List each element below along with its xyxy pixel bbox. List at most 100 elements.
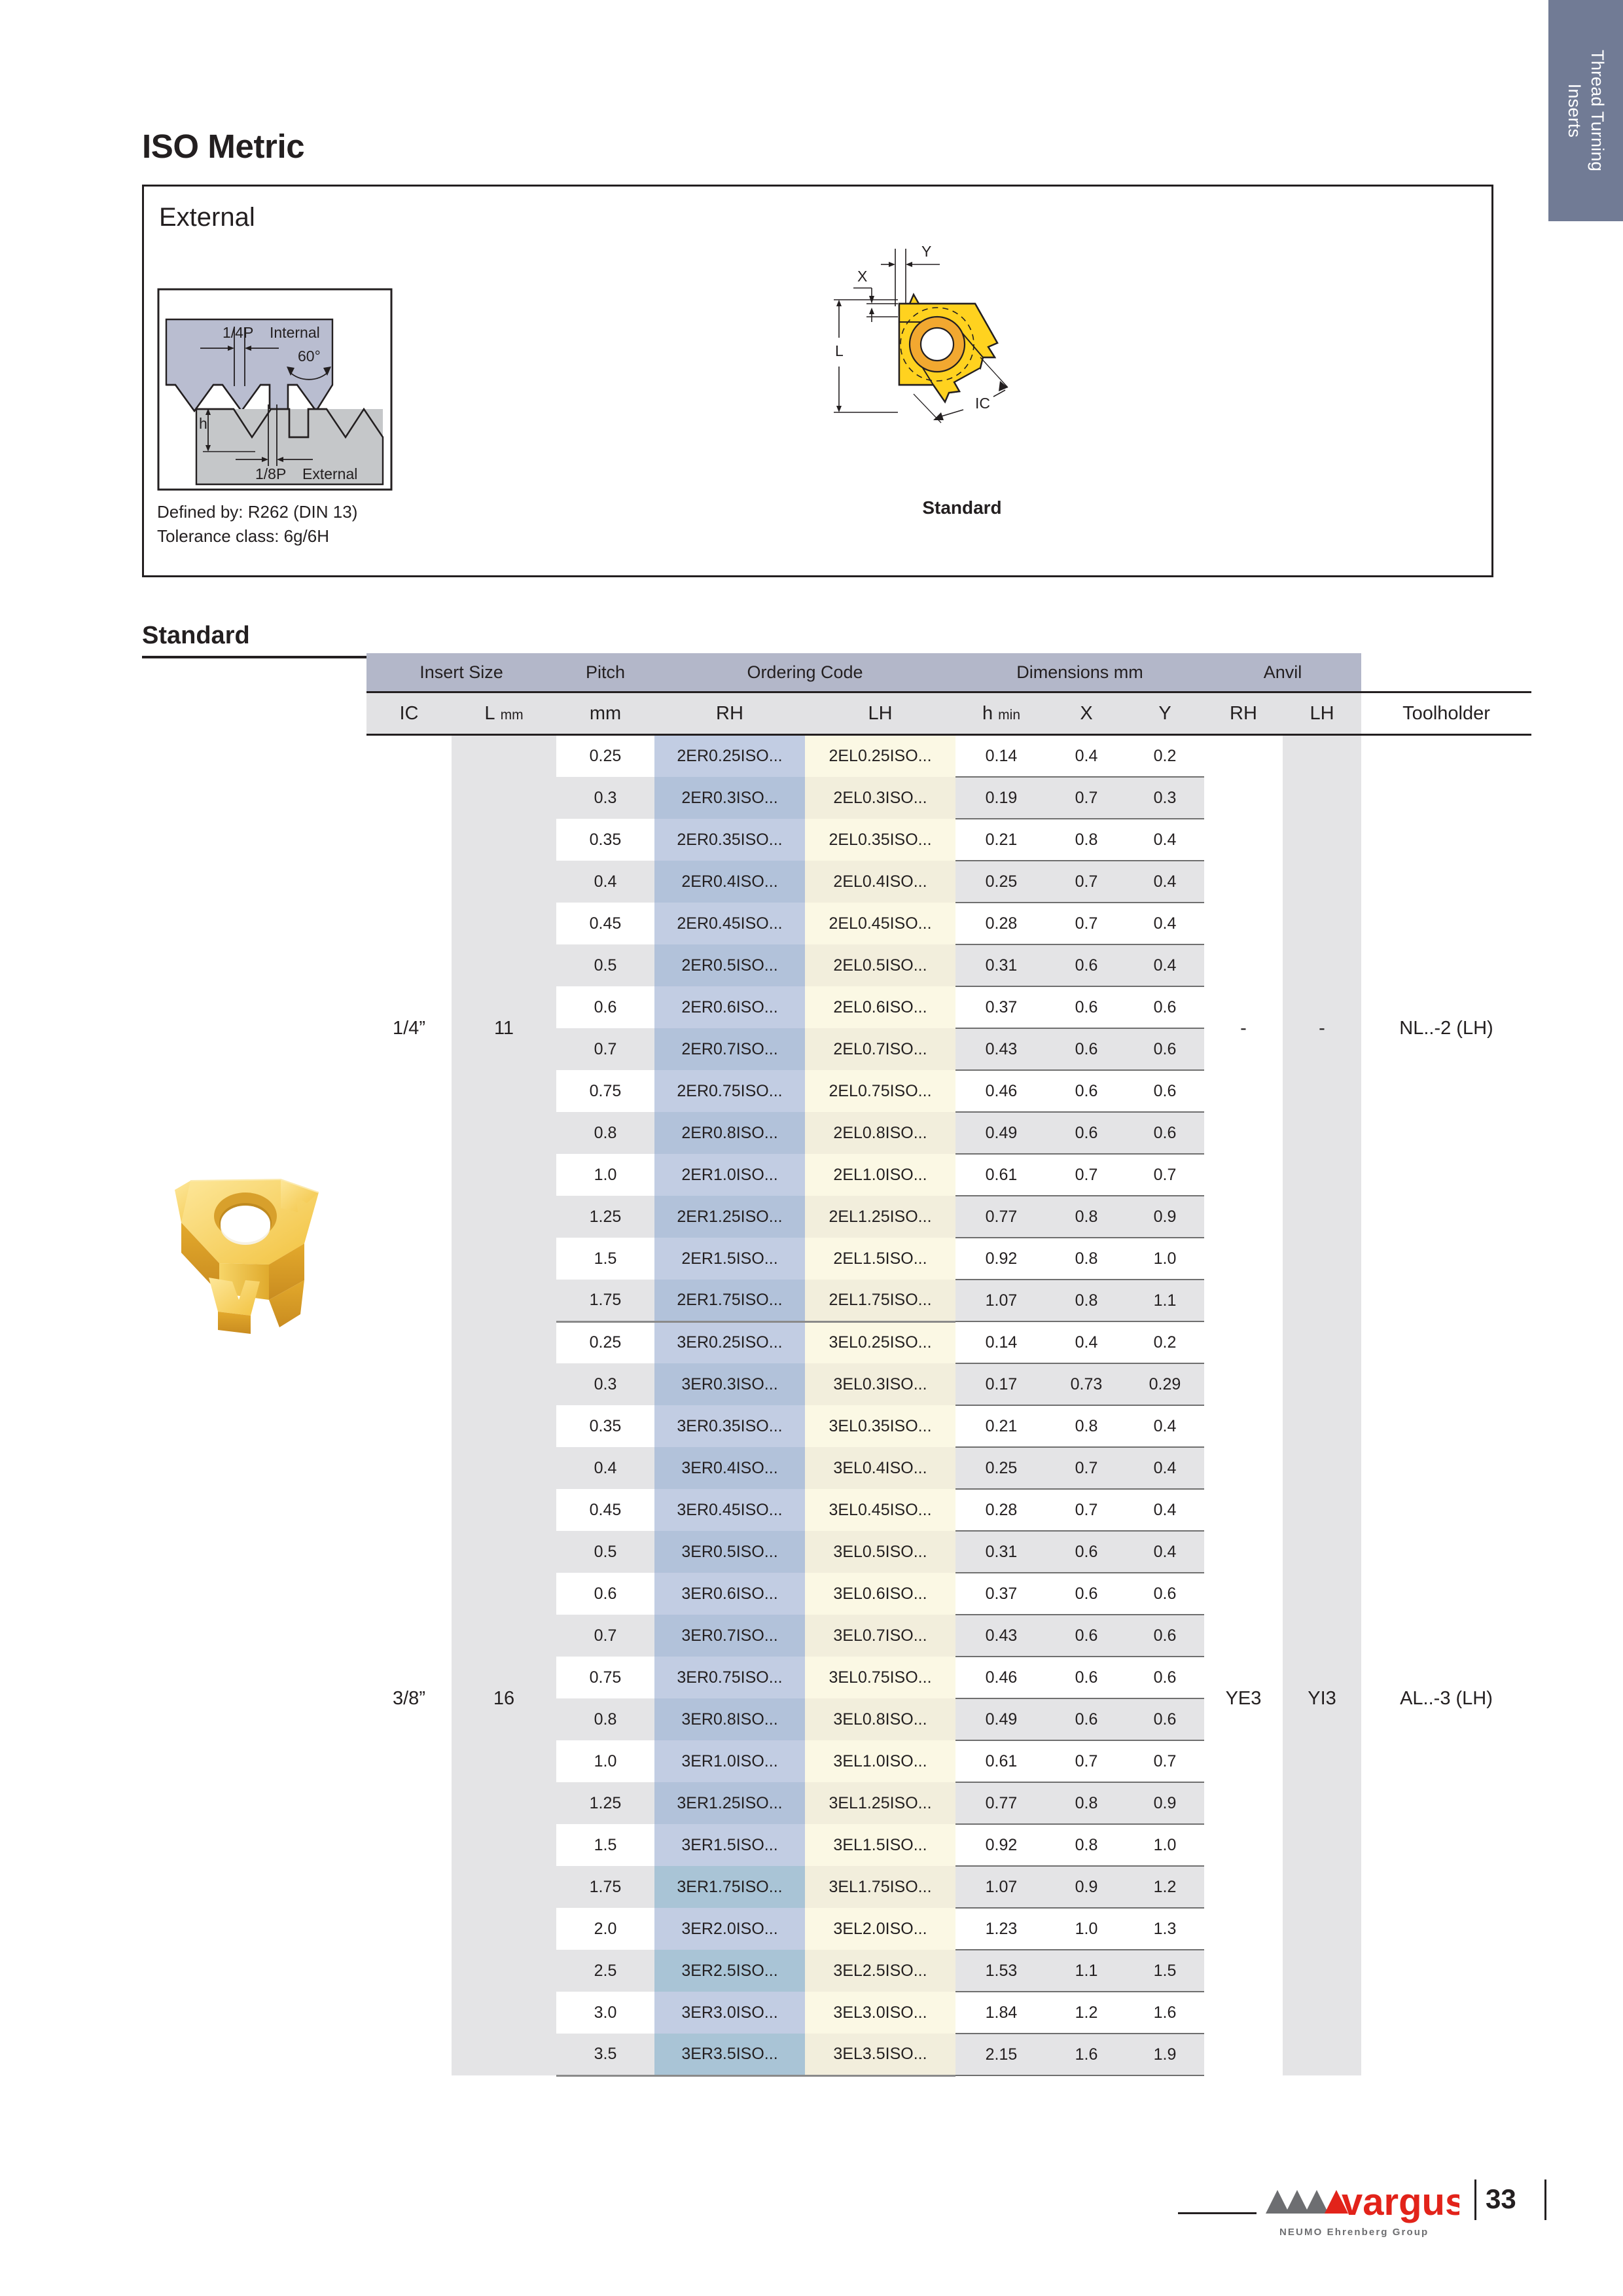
- cell-dim-h-min: 0.37: [955, 1573, 1047, 1615]
- insert-diagram-caption: Standard: [922, 497, 1002, 518]
- cell-dim-h-min: 0.21: [955, 1405, 1047, 1448]
- cell-ordering-code-lh: 3EL0.45ISO...: [805, 1489, 955, 1531]
- cell-ordering-code-lh: 3EL2.0ISO...: [805, 1908, 955, 1950]
- thread-quarter-p-label: 1/4P: [223, 324, 253, 341]
- footer-divider-right: [1544, 2179, 1546, 2220]
- group-header-pitch: Pitch: [556, 653, 654, 692]
- cell-dim-y: 0.6: [1126, 986, 1204, 1029]
- external-box-label: External: [159, 203, 255, 232]
- cell-ordering-code-rh: 3ER0.5ISO...: [654, 1531, 805, 1573]
- vargus-logo: vargus: [1266, 2181, 1459, 2223]
- cell-anvil-lh: YI3: [1283, 1321, 1361, 2075]
- table-row: 1/4” 11 0.25 2ER0.25ISO... 2EL0.25ISO... 0.14…: [366, 734, 1531, 1321]
- table-group-header-row: Insert Size Pitch Ordering Code Dimensio…: [366, 653, 1531, 692]
- cell-dim-y: 0.9: [1126, 1782, 1204, 1825]
- cell-anvil-lh: -: [1283, 734, 1361, 1321]
- cell-pitch: 0.5: [556, 1531, 654, 1573]
- cell-dim-x: 0.6: [1047, 1070, 1126, 1113]
- cell-dim-y: 0.7: [1126, 1740, 1204, 1783]
- col-header-lh: LH: [805, 691, 955, 736]
- table-row: 0.5 3ER0.5ISO... 3EL0.5ISO... 0.31 0.6 0.4: [366, 1531, 1531, 1573]
- insert-x-label: X: [857, 268, 867, 285]
- cell-ordering-code-rh: 2ER0.6ISO...: [654, 986, 805, 1028]
- cell-dim-x: 0.4: [1047, 1321, 1126, 1364]
- cell-ordering-code-lh: 3EL0.5ISO...: [805, 1531, 955, 1573]
- section-thumb-tab: Thread Turning Inserts: [1548, 0, 1623, 221]
- cell-ordering-code-lh: 2EL1.75ISO...: [805, 1280, 955, 1323]
- cell-dim-y: 0.2: [1126, 734, 1204, 778]
- table-row: 3.0 3ER3.0ISO... 3EL3.0ISO... 1.84 1.2 1.6: [366, 1992, 1531, 2034]
- cell-anvil-rh: -: [1204, 734, 1283, 1321]
- cell-dim-x: 0.6: [1047, 944, 1126, 987]
- cell-ordering-code-rh: 3ER0.8ISO...: [654, 1698, 805, 1740]
- table-row: 0.3 3ER0.3ISO... 3EL0.3ISO... 0.17 0.73 0.29: [366, 1363, 1531, 1406]
- cell-anvil-rh: YE3: [1204, 1321, 1283, 2075]
- cell-ordering-code-lh: 3EL1.0ISO...: [805, 1740, 955, 1782]
- cell-dim-y: 0.6: [1126, 1657, 1204, 1699]
- cell-ordering-code-lh: 3EL0.75ISO...: [805, 1657, 955, 1698]
- cell-ordering-code-rh: 3ER1.25ISO...: [654, 1782, 805, 1824]
- cell-ordering-code-rh: 3ER0.75ISO...: [654, 1657, 805, 1698]
- cell-pitch: 0.8: [556, 1112, 654, 1154]
- cell-pitch: 0.4: [556, 1447, 654, 1489]
- col-header-y: Y: [1126, 691, 1204, 736]
- cell-dim-h-min: 0.17: [955, 1363, 1047, 1406]
- cell-dim-y: 0.6: [1126, 1028, 1204, 1071]
- cell-ordering-code-lh: 2EL0.8ISO...: [805, 1112, 955, 1154]
- cell-pitch: 0.4: [556, 861, 654, 903]
- cell-pitch: 0.25: [556, 734, 654, 777]
- table-row: 0.75 3ER0.75ISO... 3EL0.75ISO... 0.46 0.6 0.6: [366, 1657, 1531, 1699]
- col-header-l: L mm: [452, 691, 556, 736]
- cell-ordering-code-lh: 3EL0.35ISO...: [805, 1405, 955, 1447]
- cell-dim-h-min: 0.46: [955, 1657, 1047, 1699]
- cell-ordering-code-rh: 2ER1.25ISO...: [654, 1196, 805, 1238]
- cell-dim-y: 0.4: [1126, 903, 1204, 945]
- cell-pitch: 1.5: [556, 1238, 654, 1280]
- cell-dim-x: 0.7: [1047, 1740, 1126, 1783]
- cell-dim-x: 0.6: [1047, 1028, 1126, 1071]
- cell-ordering-code-rh: 3ER1.0ISO...: [654, 1740, 805, 1782]
- cell-ordering-code-lh: 3EL0.4ISO...: [805, 1447, 955, 1489]
- cell-pitch: 1.0: [556, 1740, 654, 1782]
- cell-pitch: 3.5: [556, 2034, 654, 2077]
- cell-dim-h-min: 1.53: [955, 1950, 1047, 1992]
- cell-dim-h-min: 0.28: [955, 903, 1047, 945]
- table-row: 1.5 3ER1.5ISO... 3EL1.5ISO... 0.92 0.8 1.0: [366, 1824, 1531, 1867]
- cell-ordering-code-rh: 3ER0.25ISO...: [654, 1321, 805, 1363]
- group-header-ordering-code: Ordering Code: [654, 653, 955, 692]
- table-row: 3.5 3ER3.5ISO... 3EL3.5ISO... 2.15 1.6 1.9: [366, 2034, 1531, 2077]
- thread-internal-label: Internal: [270, 324, 320, 341]
- thread-eighth-p-label: 1/8P: [255, 465, 286, 482]
- cell-dim-x: 0.8: [1047, 1782, 1126, 1825]
- col-header-x: X: [1047, 691, 1126, 736]
- cell-dim-h-min: 0.14: [955, 1321, 1047, 1364]
- cell-ordering-code-rh: 3ER1.5ISO...: [654, 1824, 805, 1866]
- cell-dim-h-min: 0.92: [955, 1824, 1047, 1867]
- cell-ordering-code-lh: 2EL0.3ISO...: [805, 777, 955, 819]
- cell-insert-size-ic: 1/4”: [366, 734, 452, 1321]
- cell-pitch: 2.5: [556, 1950, 654, 1992]
- table-row: 0.7 2ER0.7ISO... 2EL0.7ISO... 0.43 0.6 0.6: [366, 1028, 1531, 1071]
- insert-dimension-diagram: Y X L IC: [834, 243, 1008, 423]
- cell-ordering-code-rh: 2ER0.8ISO...: [654, 1112, 805, 1154]
- cell-dim-h-min: 0.21: [955, 819, 1047, 861]
- cell-ordering-code-rh: 3ER2.5ISO...: [654, 1950, 805, 1992]
- thread-h-label: h: [199, 415, 207, 432]
- cell-dim-h-min: 1.23: [955, 1908, 1047, 1950]
- cell-dim-x: 0.7: [1047, 1154, 1126, 1196]
- cell-pitch: 0.7: [556, 1615, 654, 1657]
- cell-ordering-code-rh: 3ER0.45ISO...: [654, 1489, 805, 1531]
- col-header-rh: RH: [654, 691, 805, 736]
- cell-pitch: 1.0: [556, 1154, 654, 1196]
- col-header-h-min: h min: [955, 691, 1047, 736]
- cell-ordering-code-lh: 3EL3.5ISO...: [805, 2034, 955, 2077]
- cell-dim-h-min: 0.37: [955, 986, 1047, 1029]
- cell-dim-x: 0.8: [1047, 1280, 1126, 1322]
- thread-profile-diagram: 1/4P Internal 60° h 1/8P External: [157, 288, 393, 491]
- insert-ic-label: IC: [975, 395, 990, 412]
- cell-dim-h-min: 0.77: [955, 1782, 1047, 1825]
- cell-dim-x: 0.73: [1047, 1363, 1126, 1406]
- cell-ordering-code-rh: 2ER1.5ISO...: [654, 1238, 805, 1280]
- cell-dim-y: 1.5: [1126, 1950, 1204, 1992]
- table-row: 0.8 3ER0.8ISO... 3EL0.8ISO... 0.49 0.6 0.6: [366, 1698, 1531, 1741]
